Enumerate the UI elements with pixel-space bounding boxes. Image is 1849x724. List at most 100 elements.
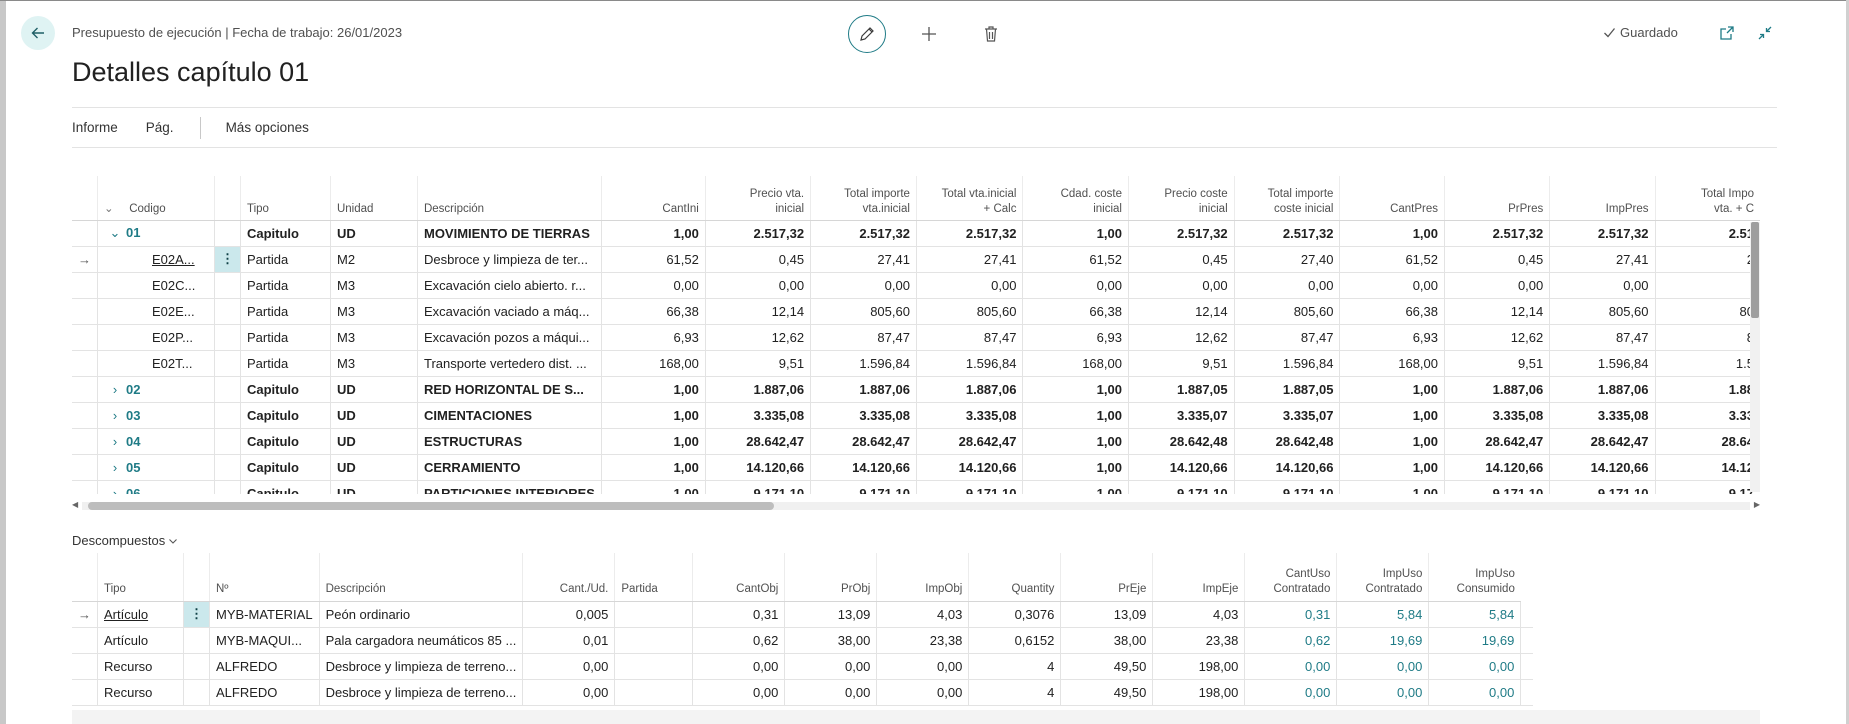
cell-codigo[interactable]: E02P... <box>97 324 215 351</box>
cell-value[interactable]: 28.64 <box>1654 428 1760 455</box>
cell-value[interactable]: 9.171,10 <box>704 480 811 494</box>
cell-value[interactable]: 6,93 <box>600 324 706 351</box>
cell-c1[interactable]: 0,62 <box>1244 627 1337 654</box>
action-mas-opciones[interactable]: Más opciones <box>225 120 309 135</box>
cell-value[interactable]: 1,00 <box>1022 454 1129 481</box>
cell-unidad[interactable]: M3 <box>329 272 418 299</box>
cell-tipo[interactable]: Partida <box>239 298 331 325</box>
action-informe[interactable]: Informe <box>72 120 118 135</box>
cell-value[interactable]: 2.517,32 <box>810 220 917 247</box>
cell-value[interactable]: 6,93 <box>1339 324 1445 351</box>
cell-impobj[interactable]: 0,00 <box>876 679 969 706</box>
row-selector[interactable] <box>72 653 98 680</box>
cell-value[interactable]: 0,00 <box>600 272 706 299</box>
cell-impobj[interactable]: 0,00 <box>876 653 969 680</box>
table-row[interactable]: → E02A... ⋮ Partida M2 Desbroce y limpieza de… <box>72 246 1760 273</box>
cell-value[interactable]: 2.517,32 <box>1233 220 1340 247</box>
cell-value[interactable]: 14.12 <box>1654 454 1760 481</box>
code-value[interactable]: E02E... <box>152 303 195 319</box>
cell-unidad[interactable]: UD <box>329 428 418 455</box>
cell-value[interactable]: 80 <box>1654 298 1760 325</box>
horizontal-scrollbar[interactable]: ◀ ▶ <box>72 498 1760 514</box>
table-row[interactable]: › 06 Capitulo UD PARTICIONES INTERIORES 1,00 9… <box>72 480 1760 494</box>
cell-value[interactable]: 12,14 <box>1443 298 1550 325</box>
cell-impeje[interactable]: 4,03 <box>1152 601 1245 628</box>
cell-value[interactable]: 28.642,47 <box>915 428 1023 455</box>
cell-value[interactable]: 1.887,05 <box>1127 376 1235 403</box>
cell-value[interactable]: 28.642,47 <box>810 428 917 455</box>
cell-unidad[interactable]: M3 <box>329 298 418 325</box>
cell-value[interactable]: 3.33 <box>1654 402 1760 429</box>
cell-codigo[interactable]: ⌄ 01 <box>97 220 215 247</box>
cell-descripcion[interactable]: Peón ordinario <box>318 601 523 628</box>
cell-c2[interactable]: 0,00 <box>1336 653 1429 680</box>
cell-value[interactable]: 0,45 <box>1127 246 1235 273</box>
cell-value[interactable]: 9.171,10 <box>1233 480 1340 494</box>
cell-cantobj[interactable]: 0,00 <box>692 679 785 706</box>
cell-value[interactable]: 1,00 <box>600 428 706 455</box>
code-value[interactable]: E02T... <box>152 355 193 371</box>
cell-tipo[interactable]: Artículo <box>97 627 184 654</box>
scroll-left-icon[interactable]: ◀ <box>72 500 79 509</box>
cell-value[interactable]: 12,62 <box>1127 324 1235 351</box>
cell-value[interactable]: 0,00 <box>1339 272 1445 299</box>
cell-value[interactable]: 14.120,66 <box>1233 454 1340 481</box>
row-actions[interactable] <box>183 653 210 680</box>
cell-preje[interactable]: 49,50 <box>1060 653 1153 680</box>
cell-value[interactable]: 1,00 <box>600 402 706 429</box>
tipo-value[interactable]: Artículo <box>104 606 149 622</box>
cell-c1[interactable]: 0,00 <box>1244 679 1337 706</box>
cell-value[interactable]: 0,00 <box>810 272 917 299</box>
cell-cant_ud[interactable]: 0,01 <box>522 627 615 654</box>
cell-cantobj[interactable]: 0,00 <box>692 653 785 680</box>
cell-unidad[interactable]: M2 <box>329 246 418 273</box>
cell-value[interactable]: 87,47 <box>1233 324 1340 351</box>
cell-tipo[interactable]: Capitulo <box>239 402 331 429</box>
cell-value[interactable]: 0,00 <box>1233 272 1340 299</box>
table-row[interactable]: Recurso ALFREDO Desbroce y limpieza de ter… <box>72 679 1534 706</box>
cell-impobj[interactable]: 4,03 <box>876 601 969 628</box>
cell-value[interactable]: 168,00 <box>1022 350 1129 377</box>
sub-col-impobj[interactable]: ImpObj <box>876 553 969 602</box>
table-row[interactable]: › 05 Capitulo UD CERRAMIENTO 1,00 14.120,66 14.… <box>72 454 1760 481</box>
code-link[interactable]: 01 <box>126 225 141 240</box>
cell-codigo[interactable]: › 05 <box>97 454 215 481</box>
chevron-right-icon[interactable]: › <box>112 381 118 397</box>
cell-descripcion[interactable]: CERRAMIENTO <box>416 454 602 481</box>
cell-value[interactable]: 9.171,10 <box>915 480 1023 494</box>
cell-tipo[interactable]: Capitulo <box>239 428 331 455</box>
cell-value[interactable]: 1.596,84 <box>915 350 1023 377</box>
code-value[interactable]: E02P... <box>152 329 193 345</box>
select-all-toggle[interactable] <box>72 176 98 221</box>
row-selector[interactable] <box>72 324 98 351</box>
cell-descripcion[interactable]: Excavación pozos a máqui... <box>416 324 602 351</box>
cell-value[interactable]: 1,00 <box>1022 480 1129 494</box>
cell-value[interactable]: 27,41 <box>810 246 917 273</box>
vertical-scrollbar[interactable] <box>1750 222 1760 492</box>
cell-value[interactable]: 12,62 <box>704 324 811 351</box>
sub-col-impuso-consumido[interactable]: ImpUso Consumido <box>1428 553 1521 602</box>
cell-value[interactable]: 1.887,06 <box>704 376 811 403</box>
cell-c1[interactable]: 0,31 <box>1244 601 1337 628</box>
cell-cant_ud[interactable]: 0,00 <box>522 653 615 680</box>
cell-descripcion[interactable]: ESTRUCTURAS <box>416 428 602 455</box>
row-selector[interactable] <box>72 480 98 494</box>
cell-value[interactable]: 3.335,08 <box>1549 402 1655 429</box>
cell-no[interactable]: ALFREDO <box>209 679 320 706</box>
cell-preje[interactable]: 13,09 <box>1060 601 1153 628</box>
cell-cant_ud[interactable]: 0,00 <box>522 679 615 706</box>
row-selector[interactable] <box>72 679 98 706</box>
cell-value[interactable]: 28.642,48 <box>1127 428 1235 455</box>
sub-col-cantobj[interactable]: CantObj <box>692 553 785 602</box>
cell-value[interactable]: 1,00 <box>1339 454 1445 481</box>
sub-col-preje[interactable]: PrEje <box>1060 553 1153 602</box>
cell-unidad[interactable]: UD <box>329 480 418 494</box>
col-descripcion[interactable]: Descripción <box>416 176 602 221</box>
cell-value[interactable]: 0,00 <box>1127 272 1235 299</box>
cell-value[interactable]: 1,00 <box>1339 220 1445 247</box>
cell-value[interactable]: 168,00 <box>1339 350 1445 377</box>
cell-value[interactable]: 2.517,32 <box>1549 220 1655 247</box>
row-actions[interactable] <box>213 428 241 455</box>
cell-value[interactable]: 0,00 <box>1443 272 1550 299</box>
cell-value[interactable]: 87,47 <box>810 324 917 351</box>
